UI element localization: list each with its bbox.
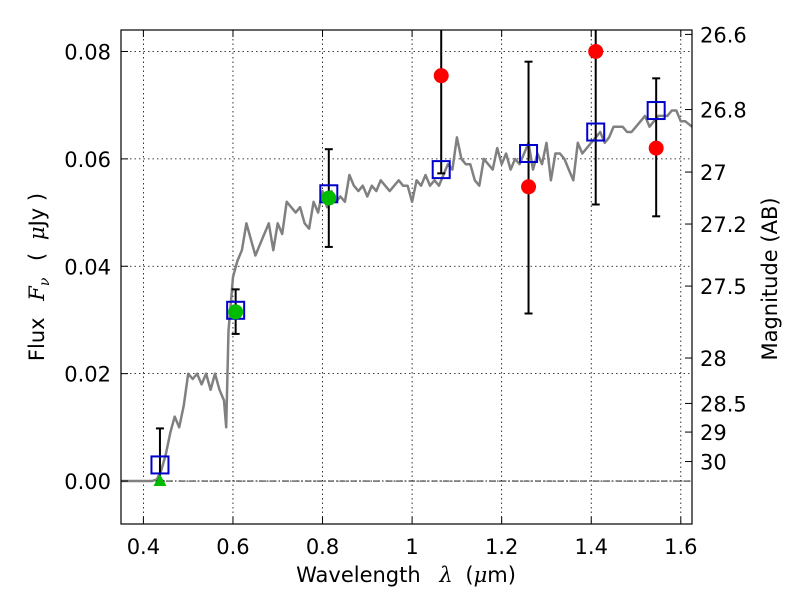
x-axis-title-unit-open: (: [465, 563, 473, 587]
upper-limit-triangle-marker: [153, 474, 167, 487]
y2-tick-label: 26.8: [700, 99, 747, 123]
model-flux-square-marker: [431, 160, 451, 180]
secondary-y-axis-title: Magnitude (AB): [758, 197, 782, 360]
x-axis-title-unit-end: m): [487, 563, 516, 587]
tick-layer: 0.4 0.6 0.8 1 1.2 1.4 1.6 0.00 0.02 0.04 0.06 0.08 2…: [64, 23, 747, 559]
observed-flux-circle-marker: [521, 179, 537, 195]
y-tick-label: 0.06: [64, 148, 111, 172]
y-axis-title-symbol: F: [25, 285, 49, 302]
x-tick-label: 0.6: [216, 535, 249, 559]
x-tick-label: 1.2: [485, 535, 518, 559]
template-spectrum-layer: [121, 109, 693, 483]
y2-tick-label: 27.5: [700, 275, 747, 299]
y-axis-title-subscript: ν: [37, 277, 53, 286]
y-axis-title-unit-open: (: [25, 253, 49, 261]
x-tick-label: 1.6: [664, 535, 697, 559]
x-axis-title-symbol: λ: [438, 563, 452, 587]
model-flux-square-marker: [519, 144, 539, 163]
errorbar-layer: [155, 30, 661, 483]
y-axis-title-unit-symbol: μ: [25, 226, 49, 240]
observed-flux-circle-marker: [588, 43, 604, 59]
observed-flux-circle-marker: [433, 68, 449, 84]
y2-tick-label: 30: [700, 451, 727, 475]
x-axis-title-text: Wavelength: [296, 563, 421, 587]
model-flux-square-marker: [646, 101, 666, 121]
y-axis-title-unit-end: Jy ): [25, 193, 49, 229]
y2-tick-label: 28: [700, 347, 727, 371]
observed-flux-circle-marker: [321, 190, 337, 206]
model-flux-square-marker: [586, 122, 606, 142]
x-tick-label: 0.8: [306, 535, 339, 559]
y2-tick-label: 26.6: [700, 23, 747, 47]
template-spectrum-line: [121, 109, 693, 483]
observed-flux-circle-marker: [228, 304, 244, 320]
y2-tick-label: 28.5: [700, 392, 747, 416]
y-tick-label: 0.00: [64, 470, 111, 494]
x-tick-label: 1.4: [575, 535, 608, 559]
observed-flux-circle-marker: [648, 140, 664, 156]
y-tick-label: 0.08: [64, 40, 111, 64]
y-axis-title: Flux Fν ( μJy ): [25, 193, 54, 361]
x-tick-label: 0.4: [127, 535, 160, 559]
model-flux-square-marker: [150, 455, 170, 475]
y2-tick-label: 27.2: [700, 213, 747, 237]
y2-tick-label: 27: [700, 161, 727, 185]
y-axis-title-text: Flux: [25, 317, 49, 361]
plot-frame: [120, 29, 693, 525]
y2-tick-label: 29: [700, 421, 727, 445]
grid-layer: [121, 30, 692, 524]
y-tick-label: 0.02: [64, 363, 111, 387]
y-tick-label: 0.04: [64, 255, 111, 279]
x-tick-label: 1: [405, 535, 418, 559]
x-axis-title: Wavelength λ (μm): [296, 563, 516, 587]
x-axis-title-unit-symbol: μ: [474, 563, 488, 587]
marker-layer: [150, 43, 666, 487]
